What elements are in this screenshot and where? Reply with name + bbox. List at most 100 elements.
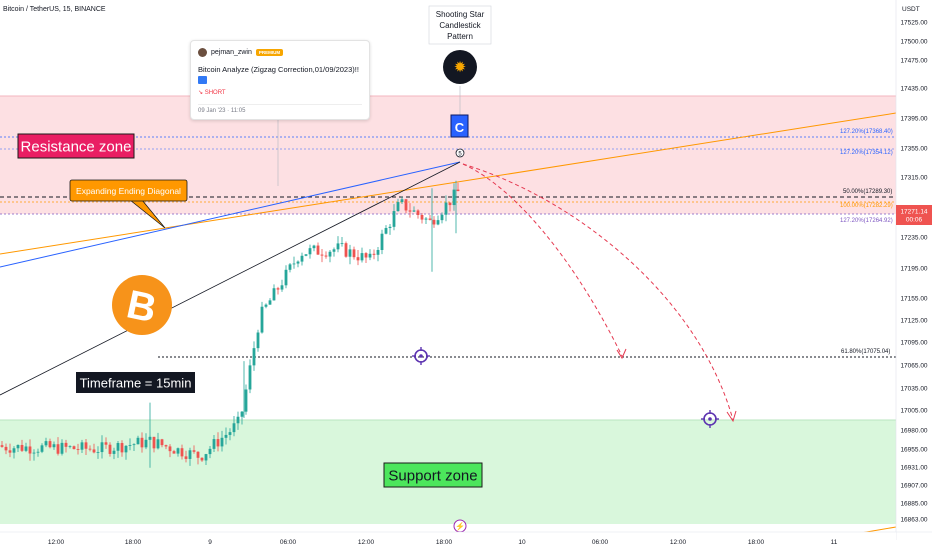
time-tick-label: 12:00 bbox=[358, 539, 375, 546]
candle-body bbox=[448, 202, 452, 206]
candle-body bbox=[116, 443, 120, 451]
candle-body bbox=[120, 443, 124, 453]
price-tick-label: 17195.00 bbox=[900, 266, 927, 273]
price-tick-label: 16931.00 bbox=[900, 465, 927, 472]
candle-body bbox=[280, 285, 284, 290]
candle-body bbox=[232, 423, 236, 433]
candle-body bbox=[136, 437, 140, 445]
black-trendline bbox=[0, 161, 461, 396]
target-icon-2[interactable] bbox=[701, 410, 719, 428]
candle-body bbox=[444, 202, 448, 215]
candle-body bbox=[360, 253, 364, 261]
candle-body bbox=[400, 199, 404, 203]
target-icon-1[interactable] bbox=[412, 347, 430, 365]
fib-level-label: 127.20%(17354.12) bbox=[840, 150, 893, 156]
time-tick-label: 18:00 bbox=[436, 539, 453, 546]
orange-trendline bbox=[0, 112, 897, 255]
candle-body bbox=[4, 446, 8, 451]
support-label-box bbox=[383, 462, 483, 488]
price-tick-label: 17475.00 bbox=[900, 58, 927, 65]
timeframe-label: Timeframe = 15min bbox=[80, 376, 192, 391]
candle-body bbox=[200, 457, 204, 461]
candles-group bbox=[0, 180, 460, 468]
chart-emoji-icon bbox=[198, 76, 207, 85]
candle-body bbox=[96, 452, 100, 453]
price-tick-label: 17065.00 bbox=[900, 363, 927, 370]
candle-body bbox=[72, 446, 76, 450]
candle-body bbox=[420, 215, 424, 220]
candle-body bbox=[352, 249, 356, 258]
candle-body bbox=[336, 243, 340, 250]
candle-body bbox=[216, 439, 220, 447]
time-tick-label: 18:00 bbox=[125, 539, 142, 546]
price-tick-label: 17395.00 bbox=[900, 116, 927, 123]
idea-post-card[interactable]: pejman_zwin PREMIUM Bitcoin Analyze (Zig… bbox=[190, 40, 370, 120]
candle-body bbox=[164, 445, 168, 447]
candle-body bbox=[436, 220, 440, 225]
candle-body bbox=[408, 210, 412, 212]
post-direction: ↘ SHORT bbox=[198, 90, 226, 96]
candle-body bbox=[292, 263, 296, 265]
blue-trendline bbox=[0, 161, 461, 268]
candle-body bbox=[208, 448, 212, 455]
candle-body bbox=[364, 253, 368, 258]
price-tick-label: 17435.00 bbox=[900, 86, 927, 93]
time-axis[interactable] bbox=[0, 532, 896, 550]
post-title[interactable]: Bitcoin Analyze (Zigzag Correction,01/09… bbox=[198, 65, 364, 85]
candle-body bbox=[176, 448, 180, 454]
wave-point-label: 5 bbox=[458, 152, 462, 158]
candle-body bbox=[432, 219, 436, 225]
price-tick-label: 16885.00 bbox=[900, 501, 927, 508]
candle-body bbox=[132, 444, 136, 446]
resistance-label-box bbox=[17, 133, 135, 159]
fib-level-label: 127.20%(17368.40) bbox=[840, 129, 893, 135]
candle-body bbox=[160, 439, 164, 446]
candle-body bbox=[308, 248, 312, 255]
resistance-label: Resistance zone bbox=[21, 139, 132, 156]
candle-body bbox=[236, 416, 240, 424]
price-tick-label: 17155.00 bbox=[900, 296, 927, 303]
candle-body bbox=[36, 451, 40, 453]
fib-level-label: 127.20%(17264.92) bbox=[840, 218, 893, 224]
diagonal-label: Expanding Ending Diagonal bbox=[76, 186, 181, 196]
support-label: Support zone bbox=[388, 468, 477, 485]
candle-body bbox=[84, 442, 88, 449]
event-icon-glyph: ⚡ bbox=[455, 521, 465, 531]
price-tick-label: 17125.00 bbox=[900, 318, 927, 325]
candle-body bbox=[268, 300, 272, 305]
price-axis[interactable] bbox=[896, 0, 932, 540]
candle-body bbox=[332, 249, 336, 252]
candle-body bbox=[108, 444, 112, 454]
candle-body bbox=[32, 452, 36, 454]
candle-body bbox=[300, 255, 304, 262]
post-author-row: pejman_zwin PREMIUM bbox=[198, 48, 284, 57]
time-tick-label: 10 bbox=[518, 539, 526, 546]
fib-level-label: 61.80%(17075.04) bbox=[841, 349, 890, 355]
shooting-star-label-2: Candlestick bbox=[439, 21, 481, 30]
price-tick-label: 17500.00 bbox=[900, 39, 927, 46]
price-tick-label: 16907.00 bbox=[900, 483, 927, 490]
candle-body bbox=[124, 445, 128, 453]
candle-body bbox=[356, 257, 360, 261]
candle-body bbox=[304, 254, 308, 256]
candle-body bbox=[376, 249, 380, 255]
candle-body bbox=[128, 445, 132, 446]
candle-body bbox=[204, 454, 208, 461]
projection-path-short bbox=[462, 163, 623, 357]
candle-body bbox=[192, 450, 196, 452]
candle-body bbox=[320, 254, 324, 256]
price-tick-label: 17355.00 bbox=[900, 146, 927, 153]
candle-body bbox=[296, 261, 300, 264]
symbol-title: Bitcoin / TetherUS, 15, BINANCE bbox=[3, 6, 106, 13]
candle-body bbox=[368, 253, 372, 258]
candle-body bbox=[264, 304, 268, 307]
candle-body bbox=[324, 255, 328, 257]
price-tick-label: 17315.00 bbox=[900, 175, 927, 182]
candle-body bbox=[172, 451, 176, 454]
candle-body bbox=[144, 439, 148, 448]
candle-body bbox=[56, 444, 60, 454]
post-author[interactable]: pejman_zwin bbox=[211, 49, 252, 56]
current-price-value: 17271.14 bbox=[900, 209, 927, 216]
